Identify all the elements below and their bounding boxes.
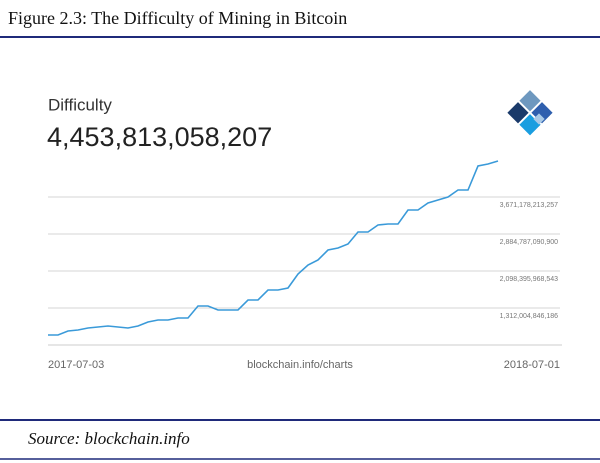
y-tick-label: 2,098,395,968,543 [500, 276, 558, 283]
x-start-label: 2017-07-03 [48, 359, 104, 371]
data-line [48, 160, 499, 336]
figure-title: Figure 2.3: The Difficulty of Mining in … [8, 8, 347, 28]
headline-value: 4,453,813,058,207 [47, 122, 272, 152]
source: Source: blockchain.info [28, 429, 190, 448]
logo [507, 90, 553, 136]
y-tick-label: 2,884,787,090,900 [500, 239, 558, 246]
watermark: blockchain.info/charts [247, 359, 353, 371]
chart-title: Difficulty [48, 95, 112, 114]
x-end-label: 2018-07-01 [504, 359, 560, 371]
y-tick-label: 3,671,178,213,257 [500, 202, 558, 209]
y-tick-label: 1,312,004,846,186 [500, 313, 558, 320]
